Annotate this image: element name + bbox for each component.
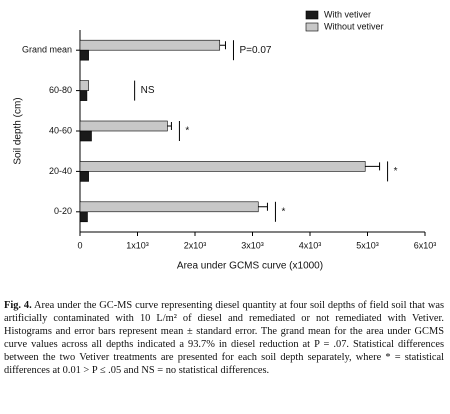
legend-label: With vetiver xyxy=(324,9,371,19)
bar xyxy=(79,130,92,142)
chart: Area under GCMS curve (x1000) Soil depth… xyxy=(13,9,437,272)
x-axis-label: Area under GCMS curve (x1000) xyxy=(177,261,323,272)
annotation: * xyxy=(281,206,285,217)
bar xyxy=(79,201,259,213)
y-tick-label: 20-40 xyxy=(49,166,72,176)
x-tick-label: 5x10³ xyxy=(356,240,379,250)
bar xyxy=(79,39,221,51)
error-bar xyxy=(365,162,381,171)
error-bar xyxy=(219,41,226,50)
x-tick-label: 4x10³ xyxy=(299,240,322,250)
bar xyxy=(79,80,89,91)
error-bar xyxy=(167,122,172,130)
bar xyxy=(79,49,89,61)
y-tick-label: 60-80 xyxy=(49,85,72,95)
bar xyxy=(79,120,168,132)
caption-label: Fig. 4. xyxy=(4,300,32,311)
bar xyxy=(79,171,89,182)
bar xyxy=(79,161,366,172)
legend-swatch xyxy=(305,22,319,32)
legend-label: Without vetiver xyxy=(324,21,384,31)
y-tick-label: 40-60 xyxy=(49,125,72,135)
legend-swatch xyxy=(305,10,319,20)
caption-text: Area under the GC-MS curve representing … xyxy=(4,300,444,376)
x-tick-label: 1x10³ xyxy=(126,240,149,250)
x-tick-label: 0 xyxy=(77,240,82,250)
annotation: P=0.07 xyxy=(239,45,271,56)
annotation: NS xyxy=(141,85,155,96)
y-tick-label: Grand mean xyxy=(22,45,72,55)
x-tick-label: 2x10³ xyxy=(184,240,207,250)
x-tick-label: 3x10³ xyxy=(241,240,264,250)
annotation: * xyxy=(185,126,189,137)
y-tick-label: 0-20 xyxy=(54,206,72,216)
y-axis-label: Soil depth (cm) xyxy=(13,97,24,164)
annotation: * xyxy=(394,166,398,177)
error-bar xyxy=(258,202,268,211)
caption: Fig. 4. Area under the GC-MS curve repre… xyxy=(4,300,444,377)
bar xyxy=(79,90,88,101)
x-tick-label: 6x10³ xyxy=(414,240,437,250)
bar xyxy=(79,211,88,223)
